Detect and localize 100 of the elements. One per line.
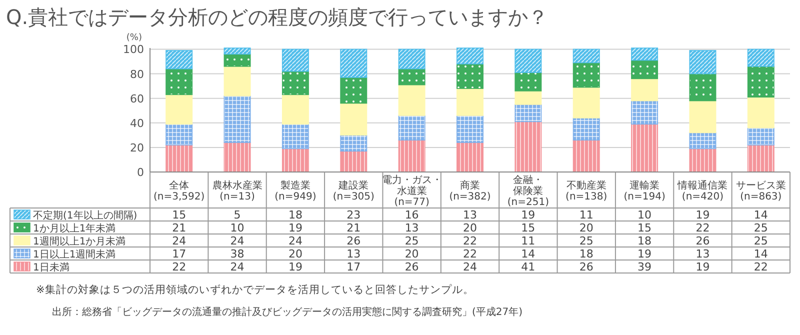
bar — [747, 48, 774, 67]
data-label: 20 — [463, 222, 477, 234]
bar — [340, 102, 368, 136]
bar — [224, 95, 251, 143]
text: ※集計の対象は５つの活用領域のいずれかでデータを活用していると回答したサンプル。 — [36, 283, 474, 296]
data-label: 24 — [463, 260, 477, 274]
x-tick-label: 全体 (n=3,592) — [154, 180, 205, 202]
data-label: 17 — [172, 248, 186, 260]
data-label: 25 — [754, 222, 768, 234]
x-tick-label: 建設業 (n=305) — [332, 180, 375, 202]
bar — [631, 124, 658, 172]
data-label: 21 — [172, 222, 186, 234]
bar — [456, 64, 484, 89]
data-label: 13 — [404, 222, 419, 234]
data-label: 22 — [754, 260, 768, 274]
y-tick-label: 100 — [123, 43, 144, 56]
data-label: 17 — [346, 260, 361, 274]
bar — [282, 148, 309, 172]
data-label: 11 — [579, 208, 594, 222]
data-label: 15 — [172, 208, 186, 222]
data-label: 23 — [346, 208, 361, 222]
bar — [689, 132, 716, 150]
bar — [398, 68, 426, 86]
chart-title: Q.貴社ではデータ分析のどの程度の頻度で行っていますか？ — [6, 5, 548, 29]
bar — [340, 134, 368, 152]
bar — [514, 121, 542, 172]
data-label: 26 — [579, 260, 594, 274]
bar — [340, 150, 368, 172]
x-tick-label: 商業 (n=382) — [449, 180, 491, 202]
bar — [689, 50, 716, 74]
bar — [747, 144, 774, 172]
bar — [398, 48, 426, 70]
legend-label: 不定期(1年以上の間隔) — [33, 210, 138, 222]
bar — [631, 100, 658, 125]
data-label: 26 — [346, 234, 361, 248]
data-label: 26 — [404, 260, 419, 274]
data-label: 19 — [521, 208, 536, 222]
x-tick-label: 電力・ガス・水道業 (n=77) — [382, 174, 442, 208]
x-tick-label: サービス業 (n=863) — [736, 180, 786, 202]
data-label: 24 — [172, 234, 186, 248]
data-label: 25 — [754, 234, 768, 248]
bar — [224, 48, 251, 55]
data-label: 25 — [579, 234, 594, 248]
legend-label: 1か月以上1年未満 — [33, 222, 116, 234]
bar — [689, 148, 716, 172]
data-label: 13 — [463, 208, 477, 222]
bar — [689, 73, 716, 102]
data-label: 24 — [230, 260, 244, 274]
data-label: 38 — [230, 248, 244, 260]
bar — [166, 68, 193, 96]
bar — [572, 140, 600, 172]
data-label: 15 — [521, 222, 536, 234]
data-label: 18 — [288, 208, 302, 222]
bar — [166, 50, 193, 70]
x-tick-label: 情報通信業 (n=420) — [676, 180, 728, 202]
bar — [456, 48, 484, 64]
data-label: 20 — [288, 248, 302, 260]
bar — [631, 78, 658, 102]
bar — [224, 54, 251, 67]
y-tick-label: 0 — [137, 166, 144, 179]
bar — [747, 127, 774, 146]
bar — [689, 100, 716, 134]
bar — [282, 70, 309, 96]
bar — [514, 72, 542, 92]
bar — [282, 124, 309, 150]
bar — [340, 48, 368, 78]
bar — [514, 48, 542, 73]
data-label: 15 — [638, 222, 652, 234]
bar — [747, 66, 774, 98]
x-tick-label: 製造業 (n=949) — [274, 180, 316, 202]
bar — [398, 140, 426, 172]
x-tick-label: 農林水産業 (n=13) — [212, 180, 262, 202]
bar — [166, 94, 193, 125]
data-label: 21 — [346, 222, 361, 234]
bar — [456, 88, 484, 116]
bar — [224, 66, 251, 96]
data-label: 22 — [463, 234, 477, 248]
bar — [398, 84, 426, 116]
legend-label: 1日以上1週間未満 — [33, 248, 116, 260]
data-label: 26 — [696, 234, 710, 248]
data-label: 14 — [521, 248, 536, 260]
bar — [514, 104, 542, 122]
data-label: 10 — [230, 222, 244, 234]
y-tick-label: 20 — [130, 141, 144, 154]
data-label: 19 — [288, 260, 302, 274]
data-label: 5 — [234, 208, 241, 222]
data-label: 19 — [696, 208, 710, 222]
x-tick-label: 金融・保険業 (n=251) — [507, 174, 550, 208]
data-label: 19 — [638, 248, 652, 260]
bar — [456, 142, 484, 172]
bar — [166, 124, 193, 146]
bar — [631, 60, 658, 80]
data-label: 14 — [754, 208, 768, 222]
data-label: 18 — [638, 234, 652, 248]
data-label: 22 — [696, 222, 710, 234]
data-label: 11 — [521, 234, 536, 248]
bar — [572, 86, 600, 118]
data-label: 13 — [696, 248, 710, 260]
bar — [224, 142, 251, 172]
data-label: 13 — [346, 248, 361, 260]
